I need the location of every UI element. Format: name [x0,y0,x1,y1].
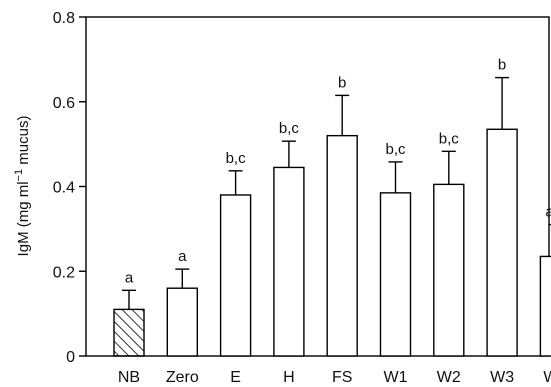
bar-fs [326,134,358,357]
x-tick-label: H [283,369,295,386]
plot-frame [85,16,550,357]
bar-zero [166,287,199,357]
y-axis-title-main: IgM (mg ml [15,181,32,256]
bar-h [273,166,305,357]
y-tick-label: 0.8 [53,10,75,27]
y-axis-title: IgM (mg ml−1 mucus) [13,116,32,257]
significance-label: a [178,248,187,265]
x-tick-label: Zero [166,369,199,386]
significance-label: b,c [439,130,460,147]
y-tick-label: 0.2 [53,264,75,281]
x-tick-label: W4 [543,369,551,386]
significance-label: b,c [226,150,247,167]
x-tick-label: W3 [490,369,514,386]
bar-w2 [433,183,465,357]
y-axis: 0 0.2 0.4 0.6 0.8 [53,10,86,366]
plot-border [85,16,550,357]
y-tick-label: 0 [66,349,75,366]
y-axis-title-superscript: −1 [13,169,25,182]
x-tick-label: W2 [437,369,461,386]
bar-nb [113,308,145,357]
significance-label: a,c [545,204,551,221]
x-axis-labels: NB Zero E H FS W1 W2 W3 W4 [118,369,551,386]
bar-w4 [539,255,551,357]
significance-label: b,c [279,120,300,137]
bar-w3 [486,128,518,357]
bar-w1 [379,192,412,357]
y-tick-label: 0.4 [53,180,75,197]
x-tick-label: W1 [384,369,408,386]
x-tick-label: FS [332,369,352,386]
significance-label: b [338,74,346,91]
bars: a a b,c b,c b b,c b,c b a,c [113,57,551,357]
significance-label: a [125,269,134,286]
y-axis-title-end: mucus) [15,116,32,169]
bar-e [219,194,252,357]
significance-label: b,c [385,141,406,158]
x-tick-label: NB [118,369,140,386]
significance-label: b [498,57,506,74]
x-tick-label: E [230,369,241,386]
y-tick-label: 0.6 [53,95,75,112]
